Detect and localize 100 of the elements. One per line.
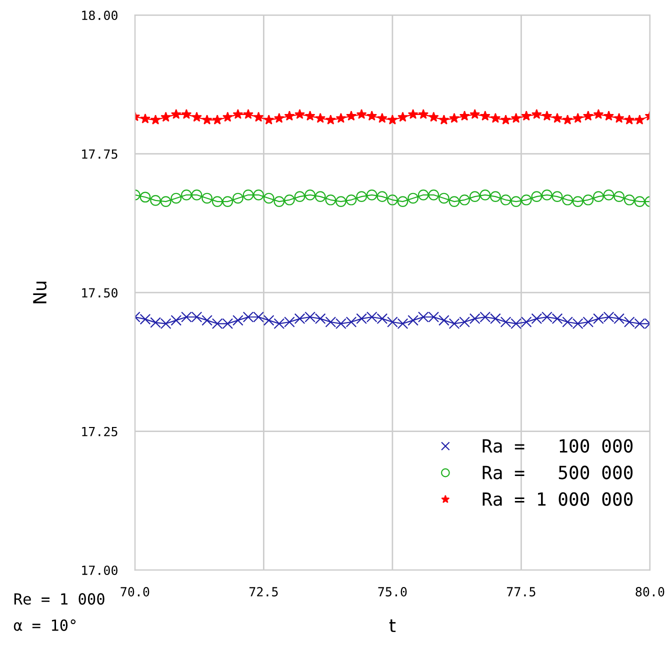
point bbox=[408, 109, 418, 119]
point bbox=[480, 110, 490, 121]
point bbox=[366, 110, 378, 121]
point bbox=[582, 194, 594, 206]
y-tick-label: 17.50 bbox=[82, 288, 118, 298]
point bbox=[315, 112, 326, 123]
point bbox=[181, 189, 192, 200]
point bbox=[263, 192, 274, 204]
point bbox=[284, 110, 295, 121]
point bbox=[160, 196, 172, 207]
point bbox=[469, 191, 480, 202]
point bbox=[274, 196, 285, 207]
text: Re = 1 000 bbox=[14, 593, 104, 605]
legend-label: Ra = 500 000 bbox=[482, 466, 633, 480]
y-tick-label: 17.00 bbox=[82, 566, 118, 576]
point bbox=[263, 314, 274, 326]
legend-label: Ra = 100 000 bbox=[482, 439, 633, 453]
point bbox=[170, 192, 182, 204]
point bbox=[222, 196, 234, 207]
point bbox=[253, 189, 264, 200]
point bbox=[387, 194, 398, 206]
point bbox=[562, 194, 573, 206]
point bbox=[192, 112, 202, 122]
point bbox=[294, 109, 305, 119]
point bbox=[243, 109, 254, 119]
point bbox=[366, 189, 378, 200]
point bbox=[314, 191, 326, 202]
point bbox=[510, 196, 522, 207]
y-tick-label: 17.25 bbox=[82, 426, 118, 436]
point bbox=[232, 192, 244, 204]
point bbox=[531, 109, 542, 119]
point bbox=[376, 191, 388, 202]
point bbox=[552, 112, 562, 123]
point bbox=[521, 110, 532, 121]
point bbox=[552, 191, 563, 202]
point bbox=[510, 112, 522, 123]
x-tick-label: 70.0 bbox=[120, 587, 150, 596]
point bbox=[242, 189, 254, 200]
point bbox=[304, 110, 316, 121]
point bbox=[604, 110, 614, 121]
point bbox=[449, 112, 460, 123]
point bbox=[202, 192, 212, 204]
y-axis-title: Nu bbox=[33, 282, 47, 304]
point bbox=[212, 114, 223, 124]
point bbox=[593, 109, 604, 119]
x-tick-label: 72.5 bbox=[249, 587, 278, 596]
point bbox=[418, 109, 429, 119]
point bbox=[603, 189, 614, 200]
point bbox=[160, 112, 172, 122]
point bbox=[325, 114, 336, 124]
point bbox=[542, 110, 552, 121]
point bbox=[428, 112, 439, 122]
point bbox=[572, 196, 584, 207]
point bbox=[438, 314, 450, 326]
point bbox=[202, 114, 212, 124]
point bbox=[614, 191, 624, 202]
point bbox=[150, 195, 161, 206]
point bbox=[582, 110, 594, 121]
point bbox=[170, 314, 182, 326]
y-tick-label: 18.00 bbox=[82, 10, 118, 20]
y-tick-label: 17.75 bbox=[82, 150, 118, 159]
point bbox=[181, 109, 192, 119]
point bbox=[212, 196, 223, 207]
point bbox=[470, 109, 480, 119]
point bbox=[170, 109, 182, 119]
point bbox=[356, 191, 367, 202]
point bbox=[542, 189, 552, 200]
point bbox=[356, 109, 367, 119]
point bbox=[274, 112, 284, 123]
point bbox=[408, 192, 418, 204]
point bbox=[150, 114, 161, 124]
point bbox=[284, 194, 295, 206]
point bbox=[202, 314, 212, 326]
x-tick-label: 77.5 bbox=[507, 587, 536, 596]
point bbox=[438, 192, 450, 204]
x-tick-label: 75.0 bbox=[378, 587, 407, 596]
point bbox=[232, 109, 244, 119]
point bbox=[520, 194, 532, 206]
point bbox=[336, 112, 346, 123]
point bbox=[490, 112, 501, 123]
point bbox=[191, 189, 202, 200]
x-axis-title: t bbox=[389, 619, 396, 632]
point bbox=[376, 112, 388, 123]
point bbox=[572, 112, 584, 123]
point bbox=[624, 114, 635, 124]
point bbox=[624, 194, 635, 206]
point bbox=[398, 112, 408, 122]
point bbox=[304, 189, 316, 200]
point bbox=[325, 194, 336, 206]
point bbox=[459, 110, 470, 121]
point bbox=[387, 114, 398, 124]
point bbox=[500, 114, 511, 124]
point bbox=[634, 114, 645, 124]
point bbox=[562, 114, 573, 124]
x-tick-label: 80.0 bbox=[636, 587, 664, 596]
point bbox=[531, 191, 542, 202]
point bbox=[408, 314, 418, 326]
point bbox=[500, 194, 512, 206]
text: α = 10° bbox=[14, 619, 76, 631]
point bbox=[634, 196, 646, 207]
